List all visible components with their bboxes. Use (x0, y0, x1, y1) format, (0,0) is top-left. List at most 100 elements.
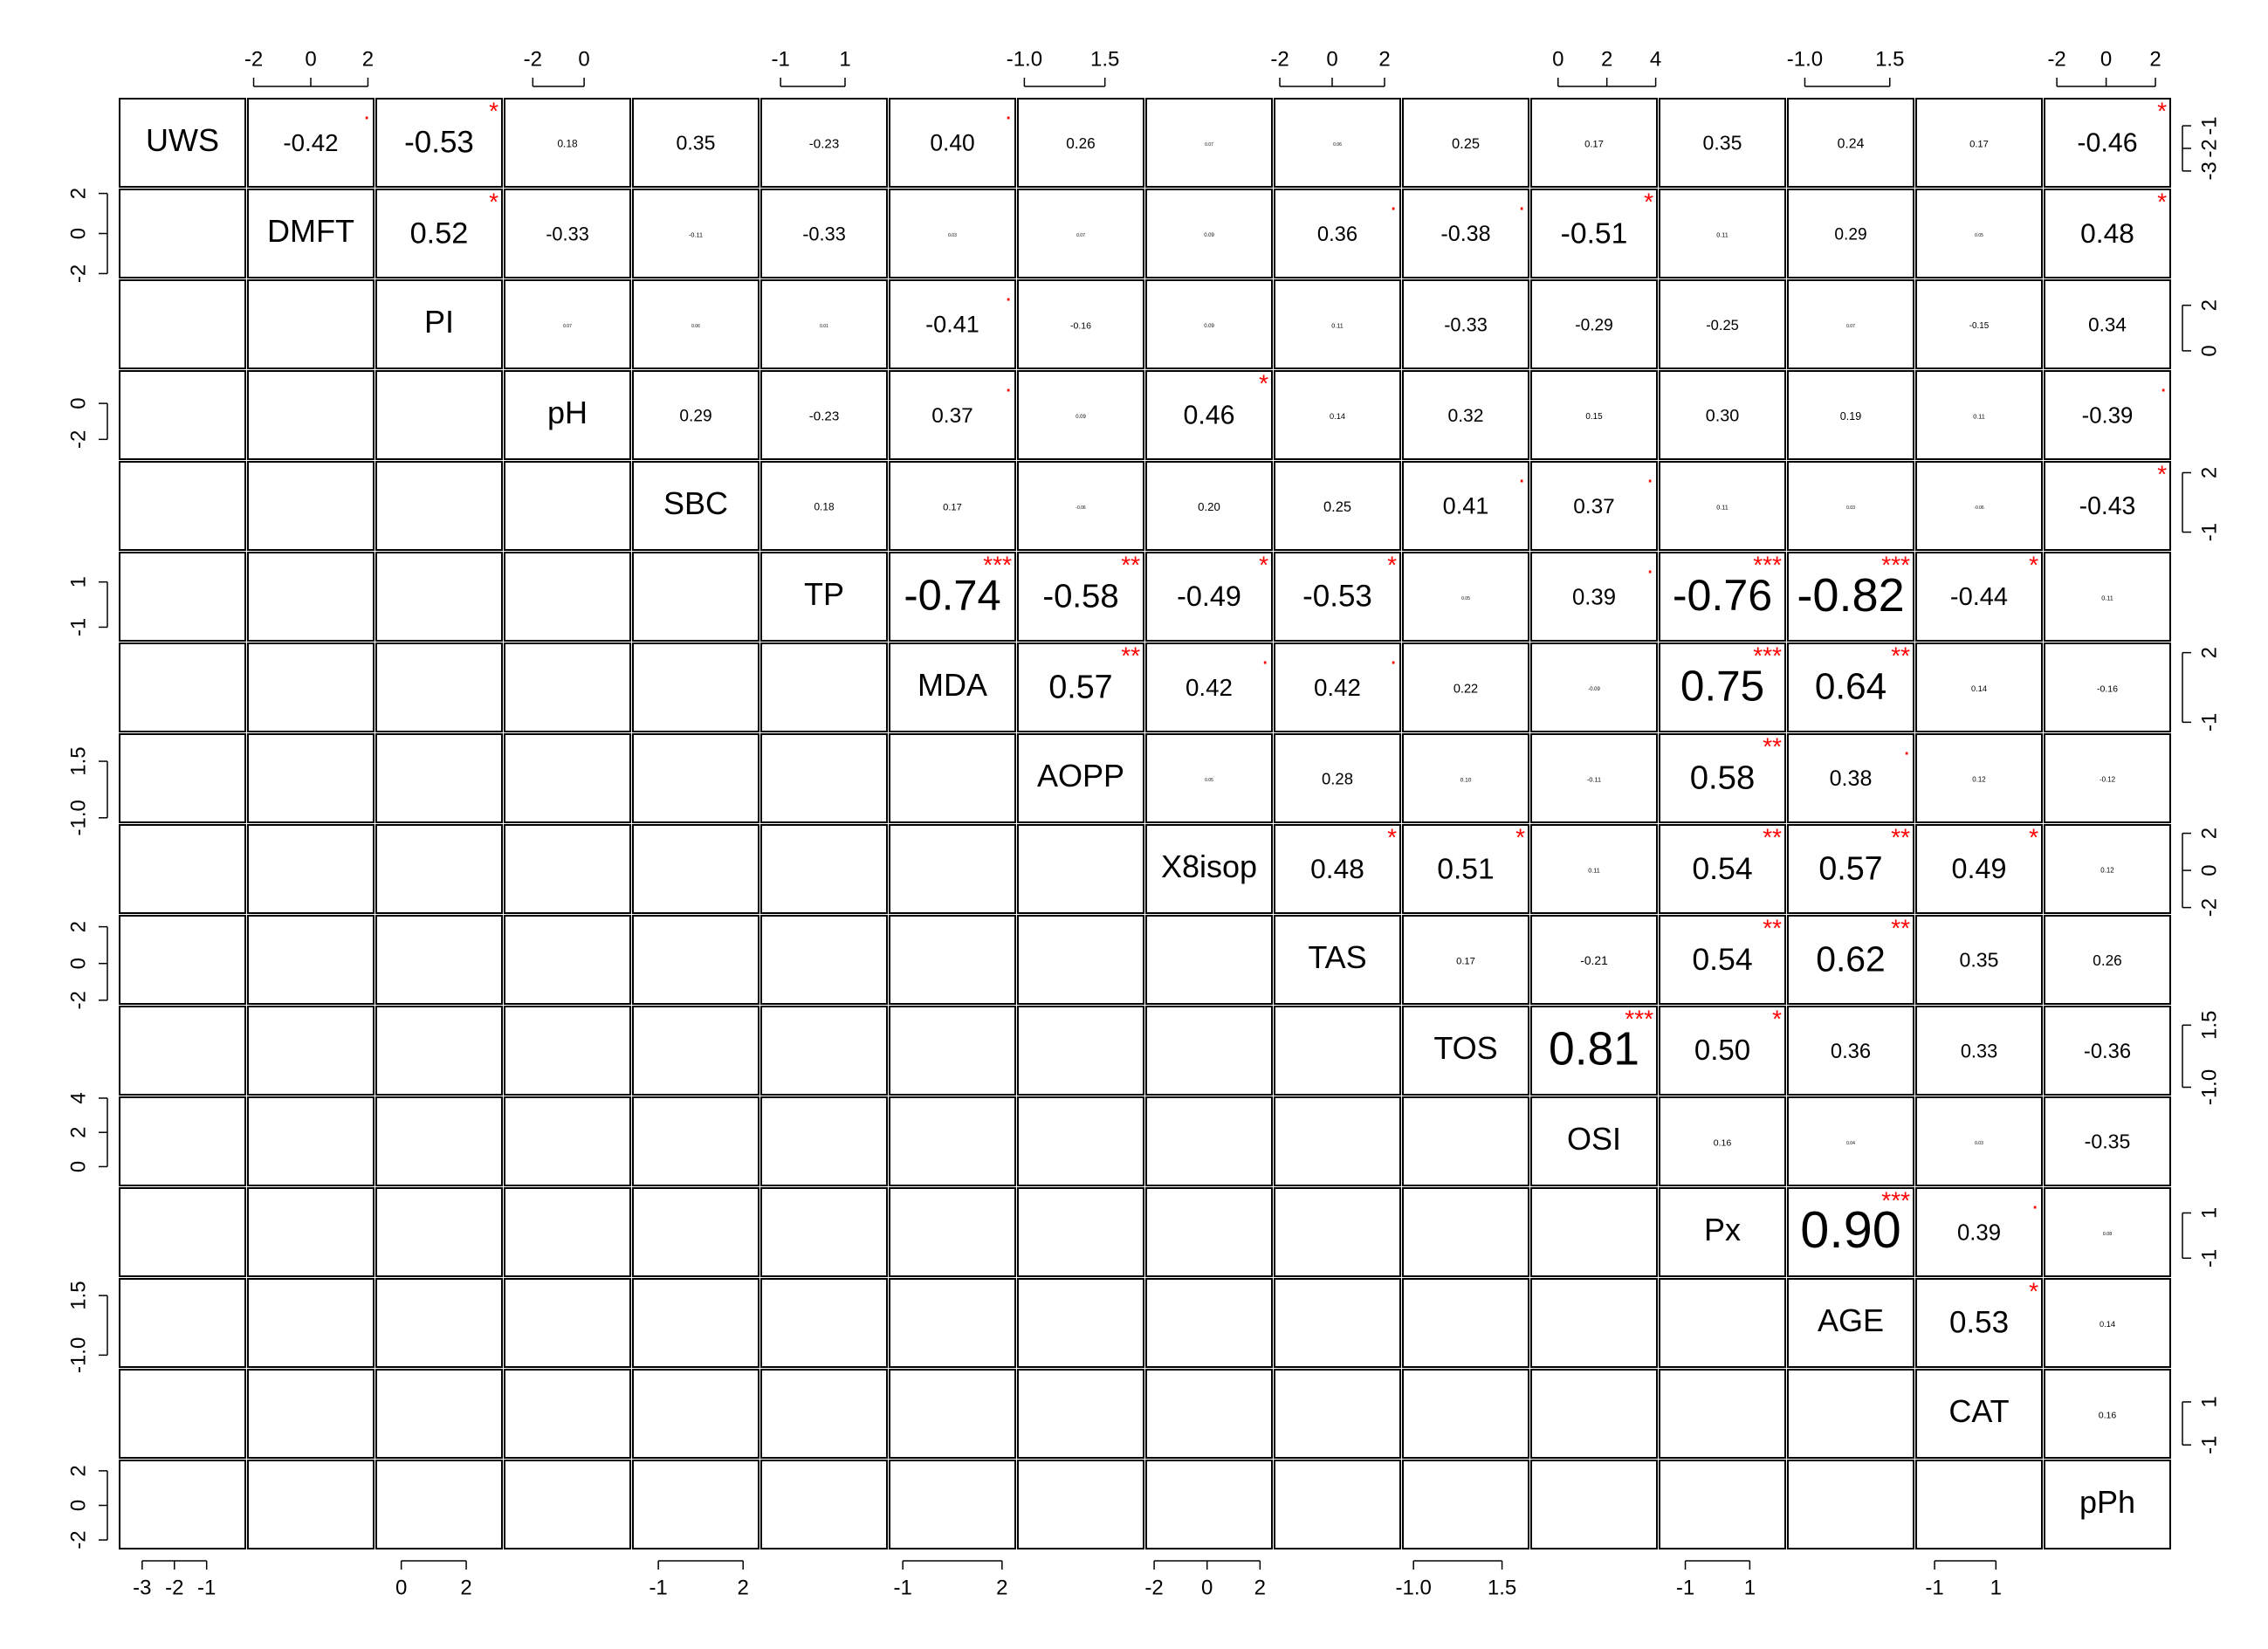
significance: *** (1881, 1186, 1910, 1213)
panel (1017, 1460, 1144, 1549)
panel (119, 370, 246, 460)
correlation: 0.25 (1452, 136, 1480, 152)
panel (632, 1096, 759, 1186)
tick-label: -3 (133, 1576, 151, 1599)
correlation: 0.35 (677, 132, 716, 155)
significance: *** (1753, 642, 1782, 669)
significance: . (1390, 188, 1397, 215)
panel (375, 1096, 503, 1186)
correlation: -0.23 (809, 409, 840, 424)
correlation: -0.44 (1950, 583, 2008, 611)
tick-label: 2 (2149, 47, 2161, 71)
correlation: 0.08 (2103, 1232, 2112, 1237)
panel (1530, 733, 1658, 823)
panel (1915, 189, 2043, 278)
panel (1787, 824, 1914, 914)
correlation: 0.75 (1680, 663, 1764, 711)
panel (504, 1096, 631, 1186)
tick-label: -1 (1925, 1576, 1943, 1599)
panel (2044, 461, 2171, 551)
panel (632, 552, 759, 642)
panel (760, 279, 888, 369)
panel (375, 370, 503, 460)
panel (1402, 1006, 1529, 1096)
significance: ** (1891, 642, 1910, 669)
panel (760, 98, 888, 188)
panel (1659, 915, 1786, 1005)
correlation: 0.16 (2099, 1410, 2117, 1420)
panel (504, 461, 631, 551)
panel (760, 1006, 888, 1096)
panel (2044, 279, 2171, 369)
correlation: -0.16 (2097, 684, 2118, 694)
correlation: -0.36 (2084, 1040, 2131, 1063)
tick-label: -2 (165, 1576, 183, 1599)
correlation: 0.12 (2100, 867, 2113, 875)
correlation: 0.62 (1816, 938, 1886, 979)
correlation: 0.26 (2093, 952, 2121, 969)
correlation: 0.06 (1333, 142, 1342, 148)
panel (632, 461, 759, 551)
correlation: 0.18 (814, 501, 835, 513)
panel (889, 733, 1016, 823)
panel (1402, 1096, 1529, 1186)
correlation: 0.50 (1694, 1034, 1750, 1066)
panel (1402, 1460, 1529, 1549)
panel (247, 915, 375, 1005)
panel (375, 733, 503, 823)
correlation: 0.14 (1330, 412, 1345, 421)
significance: . (1646, 460, 1653, 487)
significance: * (2157, 460, 2167, 487)
panel (1915, 733, 2043, 823)
panel (632, 1006, 759, 1096)
panel (1145, 370, 1273, 460)
tick-label: 0 (66, 1161, 90, 1172)
variable-label: OSI (1567, 1121, 1621, 1157)
panel (504, 642, 631, 732)
correlation: -0.33 (802, 223, 846, 244)
correlation: 0.28 (1322, 769, 1353, 787)
tick-label: 1 (839, 47, 850, 71)
correlation: 0.32 (1447, 406, 1483, 426)
tick-label: 0 (395, 1576, 407, 1599)
correlation: 0.17 (943, 502, 962, 512)
correlation: 0.05 (1975, 233, 1983, 238)
tick-label: 2 (66, 1465, 90, 1476)
correlation: -0.33 (1444, 313, 1488, 335)
significance: . (363, 97, 370, 124)
panel (1915, 370, 2043, 460)
panel (632, 1460, 759, 1549)
significance: * (1772, 1005, 1782, 1032)
panel (889, 98, 1016, 188)
panel (2044, 552, 2171, 642)
correlation: 0.20 (1198, 500, 1220, 513)
tick-label: 1.5 (2197, 1011, 2221, 1040)
correlation: -0.76 (1673, 571, 1772, 620)
panel (247, 733, 375, 823)
correlation: -0.42 (283, 129, 338, 156)
correlation: -0.25 (1706, 318, 1739, 333)
panel (1659, 461, 1786, 551)
tick-label: -3 (2197, 161, 2221, 180)
correlation: 0.14 (2100, 1320, 2115, 1329)
correlation: 0.03 (1975, 1141, 1983, 1146)
tick-label: 1 (2197, 1207, 2221, 1219)
panel (1145, 1187, 1273, 1277)
panel (119, 733, 246, 823)
significance: . (1390, 642, 1397, 669)
panel (1274, 1187, 1401, 1277)
panel (1530, 189, 1658, 278)
correlation: 0.11 (2101, 594, 2113, 601)
panel (632, 1369, 759, 1459)
panel (1145, 1006, 1273, 1096)
panel (1145, 461, 1273, 551)
correlation: 0.57 (1818, 849, 1882, 886)
panel (375, 461, 503, 551)
panel (247, 279, 375, 369)
panel (2044, 915, 2171, 1005)
panel (1787, 1460, 1914, 1549)
correlation: 0.03 (948, 233, 957, 238)
correlation: 0.29 (679, 408, 711, 426)
significance: . (1005, 278, 1012, 306)
